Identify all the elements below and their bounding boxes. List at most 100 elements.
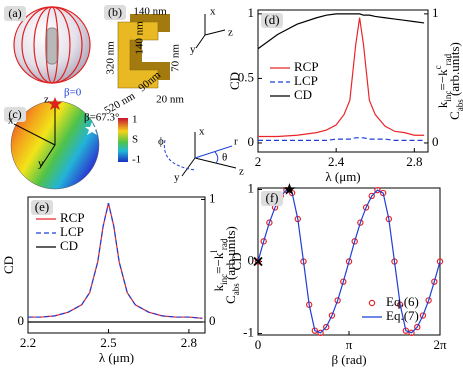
cross-point [253,256,263,267]
y2-axis-note: kinc=−kcrad [433,53,453,108]
panel-label: (c) [8,107,21,121]
panel-label: (d) [264,12,279,27]
panel-label-box [104,5,126,20]
plot-frame [27,196,206,334]
coord-name: ϕ [158,136,164,148]
star-point [283,182,296,195]
panel-label-box [4,107,26,122]
colorbar [118,118,128,162]
label-part: (arb.units) [447,42,462,99]
label-part: (arb.units) [223,226,238,283]
field-lines [13,6,91,84]
x-tick-label: 2π [433,337,447,352]
y-axis-label: CD [229,252,244,270]
series-line [28,202,203,319]
cylinder [46,27,58,65]
label-part: abs [231,283,241,295]
y2-axis-label: Cabs (arb.units) [447,42,463,120]
x-tick-label: 2.8 [406,154,422,169]
y2-tick-label: 1 [209,190,216,205]
star-marker [85,122,99,135]
panel-label: (f) [266,190,279,205]
marker [431,278,438,285]
label-part: rad [443,53,453,65]
axis-name: z [228,27,233,39]
y2-tick-label: 0 [209,313,216,328]
x-tick-label: 2.2 [20,335,36,350]
dimension: 140 nm [134,21,146,55]
marker [351,238,358,245]
panel-label-box [261,13,283,28]
label-part: abs [455,99,463,111]
plot-frame [257,9,429,153]
panel-a: (a) [4,6,91,84]
marker [254,258,262,265]
panel-label-box [4,6,26,21]
legend-label: LCP [294,73,318,88]
label-part: l [209,250,219,253]
marker [334,297,341,304]
axis-name: x [8,115,14,127]
legend-label: Eq.(7) [386,308,419,323]
legend-label: Eq.(6) [386,294,419,309]
marker [317,329,324,337]
y-tick-label: 0 [248,134,255,149]
label-part: k [435,101,450,108]
panel-label: (b) [108,5,122,19]
marker [340,278,347,285]
y2-axis-label: Cabs (arb.units) [223,226,241,304]
axis-name: y [190,44,196,56]
axis-name: z [44,94,49,106]
coord-name: θ [222,152,227,164]
marker [345,258,353,265]
panel-c: (c) z β=0 β=67.3° x y 1 -1 S ϕ θ r x y z [4,87,244,190]
marker [328,312,336,319]
legend-label: RCP [60,210,85,225]
dimension: 320 nm [105,41,117,75]
marker [368,192,375,200]
series-line [258,17,425,138]
marker [436,258,444,265]
axis-name: x [210,6,216,18]
colorbar-label: S [132,134,138,146]
marker [419,312,427,319]
coord-name: r [234,136,238,148]
annotation: β=67.3° [84,112,119,124]
axes-icon [195,14,226,49]
label-part: =−k [211,252,226,274]
legend-label: CD [60,238,78,253]
x-tick-label: π [346,337,353,352]
marker [357,219,364,226]
y-tick-label: 1 [248,5,255,20]
x-axis-label: β (rad) [331,352,366,367]
x-axis-label: λ (μm) [325,169,360,184]
legend-label: CD [294,87,312,102]
dimension: 140 nm [133,6,167,18]
coord-name: y [174,172,180,184]
y-tick-label: 0 [18,313,25,328]
marker [260,238,267,245]
y2-tick-label: 0 [432,134,439,149]
y-tick-label: -1 [243,325,254,340]
label-part: C [223,295,238,304]
marker [323,323,330,331]
label-part: C [447,111,462,120]
label-part: inc [443,91,453,102]
colorbar-tick: 1 [132,114,138,126]
x-tick-label: 2 [255,154,262,169]
marker [266,219,273,226]
axis [39,144,56,169]
coord-name: x [199,126,205,138]
y-axis-label: CD [1,256,16,274]
y-tick-label: 0.5 [238,69,254,84]
marker [425,297,432,304]
coord-name: z [239,166,244,178]
y-tick-label: 1 [248,180,255,195]
axis-name: y [38,158,44,170]
panel-label: (a) [8,6,21,20]
panel-label-box [261,191,283,206]
axis [13,123,56,146]
star-marker [48,97,62,110]
label-part: rad [219,238,229,250]
